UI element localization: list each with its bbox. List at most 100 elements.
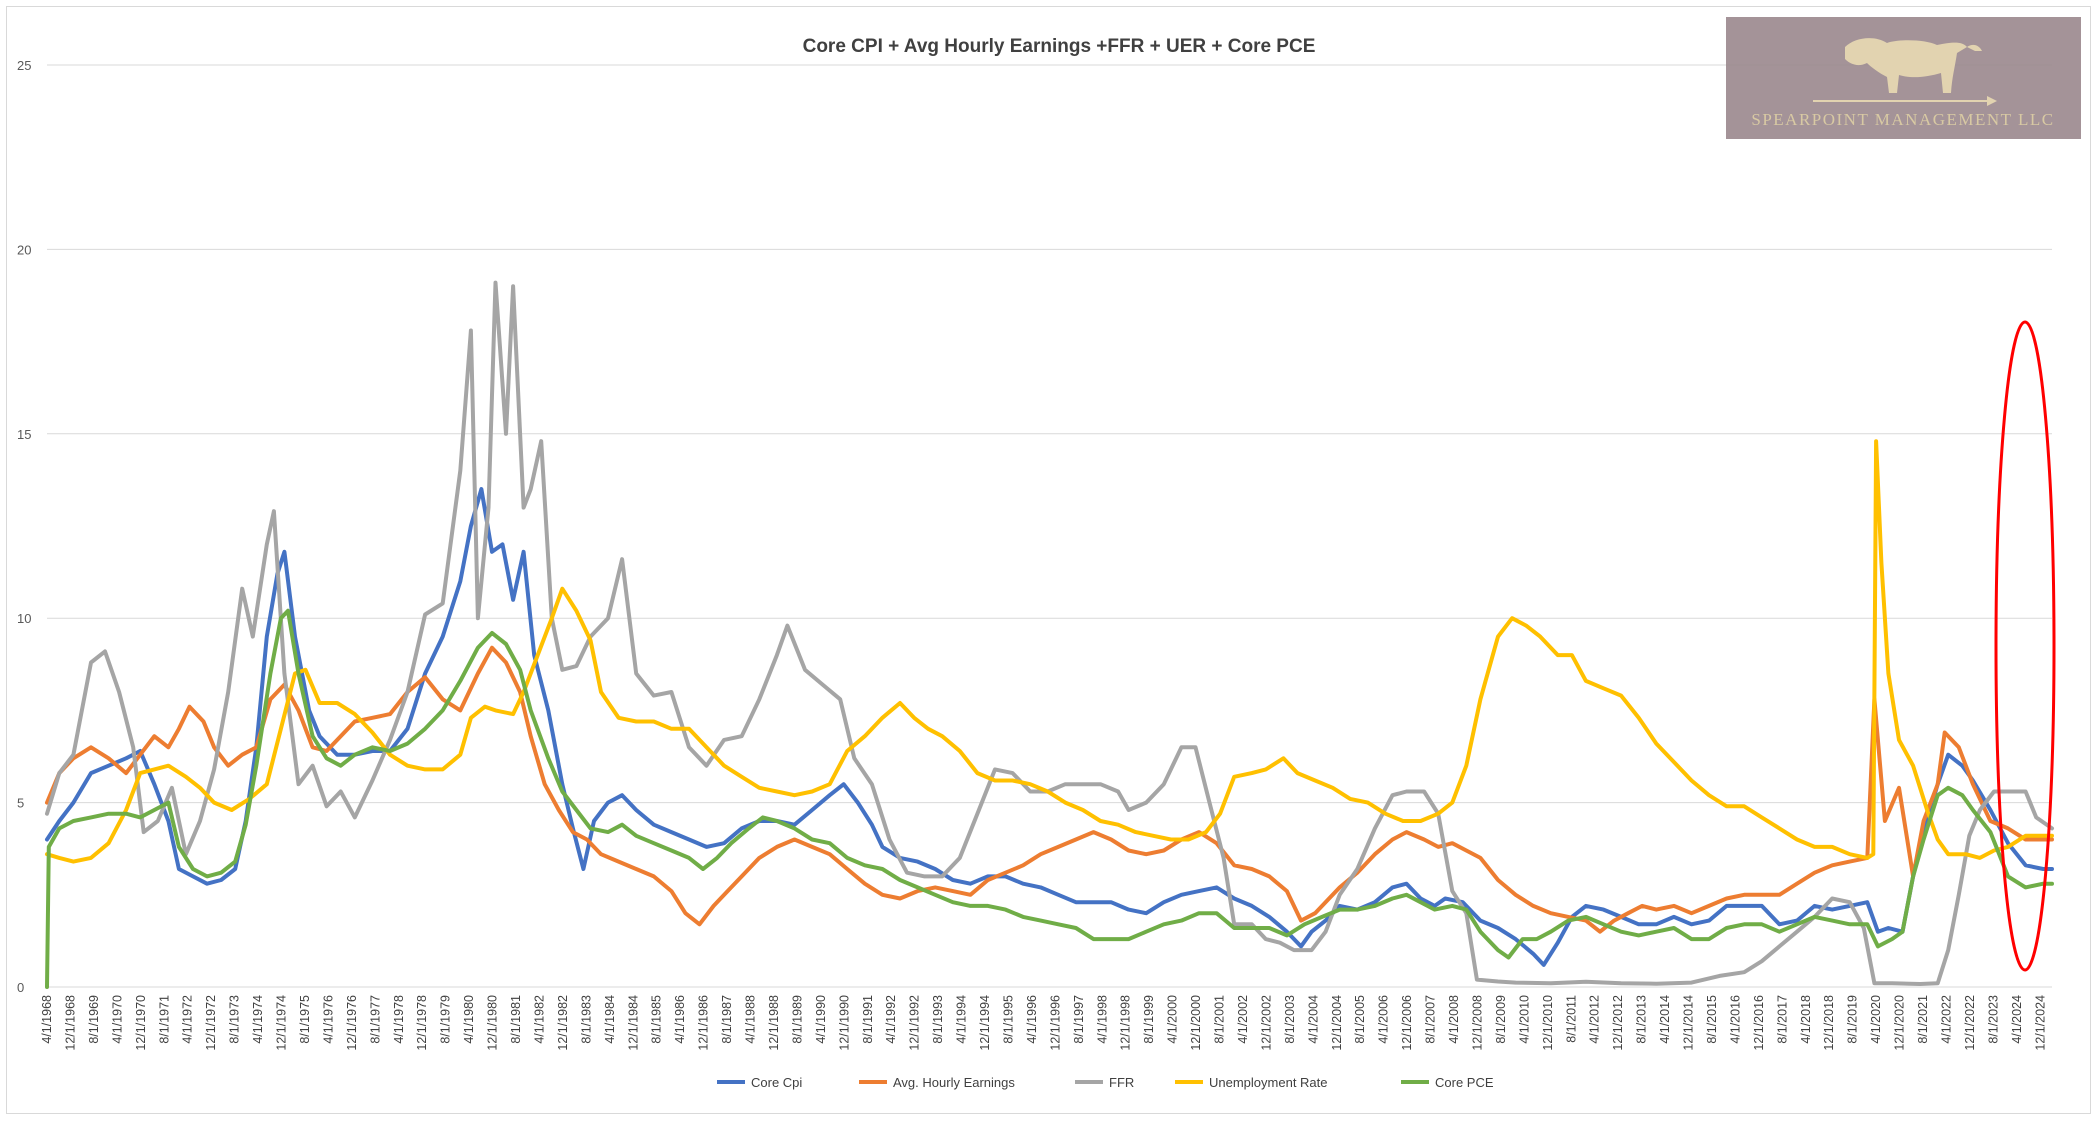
x-tick-label: 12/1/1988 (767, 995, 781, 1051)
x-tick-label: 4/1/1970 (110, 995, 124, 1044)
x-tick-label: 12/1/1996 (1048, 995, 1062, 1051)
x-tick-label: 4/1/1974 (251, 995, 265, 1044)
x-tick-label: 8/1/2015 (1705, 995, 1719, 1044)
x-tick-label: 8/1/2023 (1986, 995, 2000, 1044)
x-tick-label: 4/1/2008 (1447, 995, 1461, 1044)
x-tick-label: 12/1/2006 (1400, 995, 1414, 1051)
x-tick-label: 4/1/1992 (884, 995, 898, 1044)
legend-label: FFR (1109, 1075, 1134, 1090)
x-tick-label: 4/1/1980 (462, 995, 476, 1044)
x-tick-label: 4/1/2020 (1869, 995, 1883, 1044)
x-tick-label: 8/1/1973 (228, 995, 242, 1044)
x-tick-label: 4/1/1976 (321, 995, 335, 1044)
x-tick-label: 8/1/1995 (1001, 995, 1015, 1044)
x-tick-label: 12/1/1992 (908, 995, 922, 1051)
x-tick-label: 12/1/1968 (63, 995, 77, 1051)
watermark: SPEARPOINT MANAGEMENT LLC (1726, 17, 2081, 139)
x-tick-label: 12/1/2012 (1611, 995, 1625, 1051)
x-tick-label: 8/1/2021 (1916, 995, 1930, 1044)
x-tick-label: 8/1/2013 (1635, 995, 1649, 1044)
x-tick-label: 4/1/1986 (673, 995, 687, 1044)
x-tick-label: 12/1/1986 (697, 995, 711, 1051)
x-tick-label: 8/1/2007 (1424, 995, 1438, 1044)
x-tick-label: 12/1/2004 (1330, 995, 1344, 1051)
x-tick-label: 4/1/2004 (1306, 995, 1320, 1044)
series-line-ffr (45, 280, 2054, 986)
x-tick-label: 4/1/1982 (532, 995, 546, 1044)
x-tick-label: 4/1/2022 (1939, 995, 1953, 1044)
x-tick-label: 8/1/2005 (1353, 995, 1367, 1044)
x-tick-label: 4/1/2016 (1728, 995, 1742, 1044)
x-tick-label: 8/1/1983 (579, 995, 593, 1044)
x-tick-label: 8/1/2019 (1846, 995, 1860, 1044)
x-tick-label: 8/1/1985 (650, 995, 664, 1044)
x-tick-label: 12/1/2014 (1682, 995, 1696, 1051)
x-tick-label: 8/1/2017 (1775, 995, 1789, 1044)
x-tick-label: 12/1/2000 (1189, 995, 1203, 1051)
x-tick-label: 4/1/1994 (955, 995, 969, 1044)
x-tick-label: 8/1/2009 (1494, 995, 1508, 1044)
x-tick-label: 8/1/2011 (1564, 995, 1578, 1043)
x-tick-label: 4/1/2018 (1799, 995, 1813, 1044)
x-tick-label: 4/1/2010 (1517, 995, 1531, 1044)
x-tick-label: 12/1/1982 (556, 995, 570, 1051)
x-tick-label: 12/1/2010 (1541, 995, 1555, 1051)
x-tick-label: 8/1/1999 (1142, 995, 1156, 1044)
x-tick-label: 8/1/1981 (509, 995, 523, 1044)
x-tick-label: 8/1/1991 (861, 995, 875, 1044)
watermark-background (1726, 17, 2081, 139)
series-line-unemployment-rate (45, 439, 2054, 864)
x-tick-label: 4/1/1998 (1095, 995, 1109, 1044)
legend-label: Core Cpi (751, 1075, 802, 1090)
x-tick-label: 4/1/1988 (744, 995, 758, 1044)
x-tick-label: 8/1/1979 (439, 995, 453, 1044)
x-tick-label: 4/1/1996 (1025, 995, 1039, 1044)
y-axis-ticks: 0 5 10 15 20 25 (17, 58, 31, 995)
y-tick-label: 5 (17, 796, 24, 811)
legend-label: Core PCE (1435, 1075, 1494, 1090)
x-tick-label: 12/1/2016 (1752, 995, 1766, 1051)
x-tick-label: 4/1/1972 (181, 995, 195, 1044)
x-tick-label: 12/1/1970 (134, 995, 148, 1051)
x-tick-label: 12/1/1990 (837, 995, 851, 1051)
x-tick-label: 8/1/1975 (298, 995, 312, 1044)
x-tick-label: 8/1/1989 (790, 995, 804, 1044)
x-tick-label: 8/1/1969 (87, 995, 101, 1044)
x-tick-label: 12/1/1980 (486, 995, 500, 1051)
legend: Core Cpi Avg. Hourly Earnings FFR Unemploym… (717, 1075, 1494, 1090)
x-axis-ticks: 4/1/1968 12/1/1968 8/1/1969 4/1/1970 12/1/19… (40, 995, 2047, 1051)
x-tick-label: 4/1/1984 (603, 995, 617, 1044)
y-tick-label: 0 (17, 980, 24, 995)
x-tick-label: 12/1/1972 (204, 995, 218, 1051)
x-tick-label: 4/1/2024 (2010, 995, 2024, 1044)
chart-title: Core CPI + Avg Hourly Earnings +FFR + UE… (803, 36, 1316, 57)
lion-icon (1813, 38, 1997, 106)
x-tick-label: 12/1/2008 (1470, 995, 1484, 1051)
red-ellipse-annotation (1994, 320, 2056, 972)
x-tick-label: 12/1/1974 (275, 995, 289, 1051)
x-tick-label: 4/1/2006 (1377, 995, 1391, 1044)
x-tick-label: 8/1/1971 (157, 995, 171, 1044)
x-tick-label: 4/1/1978 (392, 995, 406, 1044)
x-tick-label: 12/1/1978 (415, 995, 429, 1051)
x-tick-label: 4/1/2012 (1588, 995, 1602, 1044)
legend-label: Unemployment Rate (1209, 1075, 1328, 1090)
y-tick-label: 10 (17, 611, 31, 626)
watermark-text: SPEARPOINT MANAGEMENT LLC (1751, 110, 2054, 129)
series-lines (45, 280, 2054, 989)
x-tick-label: 8/1/2001 (1213, 995, 1227, 1044)
x-tick-label: 8/1/1993 (931, 995, 945, 1044)
series-line-core-cpi (45, 487, 2054, 967)
x-tick-label: 8/1/1987 (720, 995, 734, 1044)
y-tick-label: 25 (17, 58, 31, 73)
x-tick-label: 8/1/1977 (368, 995, 382, 1044)
x-tick-label: 12/1/2022 (1963, 995, 1977, 1051)
legend-label: Avg. Hourly Earnings (893, 1075, 1015, 1090)
y-tick-label: 20 (17, 242, 31, 257)
x-tick-label: 4/1/2014 (1658, 995, 1672, 1044)
x-tick-label: 8/1/1997 (1072, 995, 1086, 1044)
x-tick-label: 4/1/1968 (40, 995, 54, 1044)
x-tick-label: 4/1/2000 (1166, 995, 1180, 1044)
x-tick-label: 4/1/1990 (814, 995, 828, 1044)
x-tick-label: 8/1/2003 (1283, 995, 1297, 1044)
